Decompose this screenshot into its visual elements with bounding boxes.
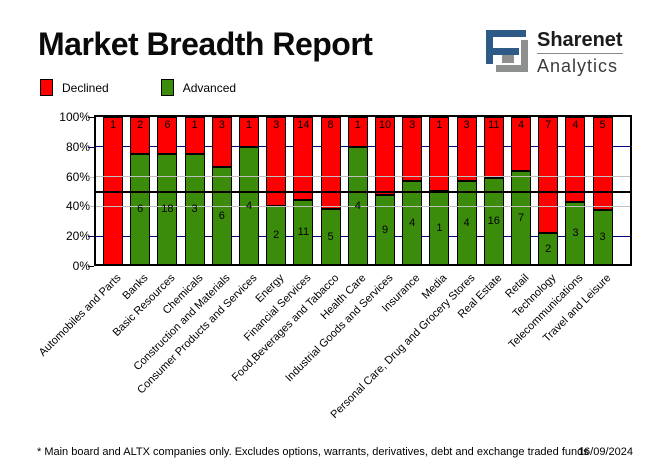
plot-area: 1 2 6 6 18 1 3 3 6 1 4 3 2 14 11 8 5 1 4 10 9 3 4 1 1 3 4 11 16 4 7 7 2 4… [96,117,632,266]
advanced-count-label: 3 [572,227,579,239]
declined-count-label: 4 [572,119,579,131]
logo-subtitle: Analytics [537,56,619,76]
declined-segment [565,117,586,202]
advanced-count-label: 3 [191,203,198,215]
footnote: * Main board and ALTX companies only. Ex… [37,446,589,458]
declined-segment [483,117,504,178]
declined-swatch-icon [40,79,53,96]
declined-count-label: 10 [378,119,392,131]
bar-basic-resources: 6 18 [157,117,178,266]
y-tick-label-60: 60% [65,169,90,184]
advanced-count-label: 3 [599,231,606,243]
y-tick-label-80: 80% [65,139,90,154]
y-tick-mark-80 [88,146,94,148]
gridline-50 [96,190,632,193]
sharenet-logo: Sharenet Analytics [486,30,623,75]
logo-name: Sharenet [537,30,623,54]
declined-count-label: 14 [297,119,310,131]
declined-segment [347,117,368,147]
advanced-count-label: 1 [436,221,443,234]
advanced-count-label: 6 [218,209,225,222]
chart-legend: Declined Advanced [40,79,236,96]
advanced-count-label: 2 [545,242,552,255]
declined-segment [239,117,259,147]
declined-count-label: 3 [273,119,280,131]
declined-count-label: 5 [599,119,606,131]
y-tick-mark-40 [88,206,94,208]
legend-label-advanced: Advanced [182,80,237,95]
advanced-count-label: 16 [487,215,500,227]
declined-segment [511,117,531,171]
gridline-40 [96,205,632,207]
declined-count-label: 3 [463,119,470,131]
advanced-count-label: 4 [463,216,470,229]
declined-segment [456,117,477,181]
advanced-count-label: 18 [161,203,174,215]
advanced-count-label: 6 [137,203,144,215]
page-title: Market Breadth Report [38,26,373,62]
declined-count-label: 2 [137,119,144,131]
advanced-count-label: 5 [327,230,334,243]
advanced-count-label: 4 [354,199,361,212]
advanced-count-label: 7 [517,211,525,224]
y-tick-label-20: 20% [65,229,90,244]
report-date: 16/09/2024 [577,446,633,458]
y-tick-label-0: 0% [72,259,90,273]
y-tick-mark-100 [88,117,94,118]
declined-segment [375,117,395,195]
y-tick-mark-0 [88,266,94,267]
declined-segment [320,117,341,209]
declined-segment [130,117,151,154]
gridline-60 [96,176,632,178]
advanced-count-label: 11 [297,226,310,238]
declined-count-label: 1 [109,119,117,131]
declined-count-label: 6 [164,119,171,131]
bar-real-estate: 11 16 [483,117,504,266]
advanced-swatch-icon [160,79,174,96]
sharenet-logo-icon [486,30,528,72]
legend-item-advanced: Advanced [160,79,237,96]
sharenet-logo-text: Sharenet Analytics [537,30,623,75]
declined-count-label: 11 [488,119,500,131]
declined-count-label: 1 [354,119,361,131]
declined-count-label: 1 [245,119,253,131]
declined-segment [293,117,314,200]
declined-count-label: 4 [517,119,525,131]
y-tick-label-40: 40% [65,199,90,214]
y-tick-mark-20 [88,236,94,238]
declined-segment [538,117,559,233]
bar-industrial-goods-and-services: 10 9 [375,117,395,266]
legend-label-declined: Declined [62,80,109,95]
advanced-count-label: 9 [381,223,389,236]
declined-count-label: 3 [218,119,225,131]
declined-count-label: 8 [327,119,334,131]
declined-count-label: 3 [409,119,416,131]
declined-count-label: 1 [436,119,443,131]
declined-segment [266,117,287,206]
declined-segment [184,117,205,154]
advanced-count-label: 2 [273,229,280,241]
advanced-count-label: 4 [409,216,416,229]
advanced-count-label: 4 [245,199,253,212]
declined-segment [157,117,178,154]
y-tick-mark-60 [88,176,94,178]
declined-count-label: 7 [545,119,552,131]
bar-financial-services: 14 11 [293,117,314,266]
declined-segment [211,117,232,167]
declined-count-label: 1 [191,119,198,131]
y-tick-label-100: 100% [59,110,90,124]
legend-item-declined: Declined [40,79,109,96]
declined-segment [402,117,423,181]
declined-segment [592,117,613,210]
